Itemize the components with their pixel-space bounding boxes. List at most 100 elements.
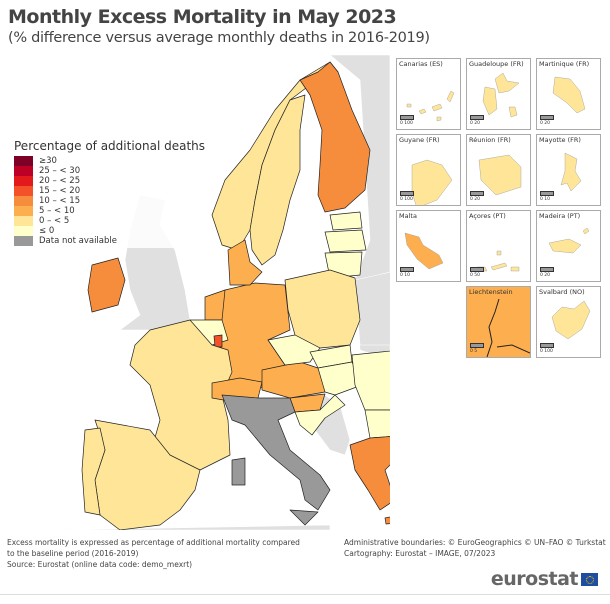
region-se [249, 94, 306, 266]
scale-bar: 0 100 [400, 115, 414, 126]
inset-label: Liechtenstein [469, 288, 513, 296]
inset-shape [552, 76, 586, 114]
scale-bar: 0 20 [470, 191, 484, 202]
inset-shape [478, 154, 522, 196]
legend-title: Percentage of additional deaths [14, 139, 206, 153]
inset-map: Malta 0 10 [396, 210, 461, 282]
scale-label: 0 20 [540, 273, 551, 278]
scale-label: 0 20 [470, 121, 481, 126]
region-ee [329, 211, 363, 231]
scale-bar-graphic [540, 267, 554, 272]
region-bg [364, 409, 390, 439]
scale-bar: 0 100 [540, 343, 554, 354]
scale-label: 0 20 [470, 197, 481, 202]
inset-label: Guyane (FR) [399, 136, 440, 144]
inset-shape [551, 300, 591, 340]
legend-item: ≤ 0 [14, 226, 205, 236]
inset-label: Réunion (FR) [469, 136, 511, 144]
inset-map: Canarias (ES) 0 100 [396, 58, 461, 130]
inset-label: Canarias (ES) [399, 60, 443, 68]
legend-item: Data not available [14, 236, 205, 246]
inset-region [404, 232, 444, 270]
inset-label: Martinique (FR) [539, 60, 590, 68]
inset-shape [482, 72, 520, 118]
legend-swatch [14, 156, 33, 166]
scale-bar-graphic [540, 343, 554, 348]
inset-map: Svalbard (NO) 0 100 [536, 286, 601, 358]
map-title: Monthly Excess Mortality in May 2023 [8, 6, 397, 28]
scale-bar-graphic [470, 115, 484, 120]
scale-bar: 0 20 [470, 115, 484, 126]
legend-swatch [14, 216, 33, 226]
inset-map: Guadeloupe (FR) 0 20 [466, 58, 531, 130]
legend-label: ≤ 0 [39, 226, 55, 236]
legend-swatch [14, 226, 33, 236]
legend-item: 10 – < 15 [14, 196, 205, 206]
region-el [349, 436, 390, 525]
legend-item: ≥30 [14, 156, 205, 166]
scale-bar-graphic [400, 267, 414, 272]
region-hr [294, 394, 346, 436]
legend-label: 20 – < 25 [39, 176, 81, 186]
scale-bar-graphic [470, 343, 484, 348]
legend-label: 10 – < 15 [39, 196, 81, 206]
region-ro [351, 350, 390, 411]
legend-swatch [14, 186, 33, 196]
inset-map: Martinique (FR) 0 20 [536, 58, 601, 130]
legend-item: 5 – < 10 [14, 206, 205, 216]
inset-shape [548, 227, 590, 254]
inset-label: Mayotte (FR) [539, 136, 581, 144]
legend-swatch [14, 206, 33, 216]
legend-swatch [14, 166, 33, 176]
inset-map: Liechtenstein 0 5 [466, 286, 531, 358]
eurostat-logo: eurostat [491, 568, 598, 590]
region-nl [204, 289, 226, 321]
legend-label: 25 – < 30 [39, 166, 81, 176]
inset-label: Malta [399, 212, 417, 220]
inset-map: Réunion (FR) 0 20 [466, 134, 531, 206]
logo-text: eurostat [490, 568, 579, 590]
inset-label: Svalbard (NO) [539, 288, 585, 296]
legend-swatch [14, 196, 33, 206]
scale-bar: 0 20 [540, 267, 554, 278]
region-lu [213, 334, 223, 348]
region-no [211, 61, 339, 251]
scale-label: 0 10 [540, 197, 551, 202]
inset-shape [560, 152, 582, 192]
legend-label: 5 – < 10 [39, 206, 75, 216]
inset-region [482, 72, 520, 118]
inset-map: Guyane (FR) 0 100 [396, 134, 461, 206]
region-dk [227, 239, 263, 286]
scale-bar-graphic [400, 115, 414, 120]
legend-item: 25 – < 30 [14, 166, 205, 176]
region-ie [87, 257, 126, 313]
scale-bar: 0 10 [400, 267, 414, 278]
scale-bar: 0 10 [540, 191, 554, 202]
boundaries-credit: Administrative boundaries: © EuroGeograp… [344, 538, 606, 547]
scale-label: 0 100 [400, 197, 413, 202]
legend-label: ≥30 [39, 156, 57, 166]
inset-shape [404, 232, 444, 270]
scale-bar-graphic [540, 191, 554, 196]
scale-label: 0 10 [400, 273, 411, 278]
north-africa-land [59, 524, 331, 530]
legend-label: 0 – < 5 [39, 216, 70, 226]
scale-bar: 0 20 [540, 115, 554, 126]
divider [0, 594, 610, 595]
region-pt [81, 427, 106, 516]
inset-map: Mayotte (FR) 0 10 [536, 134, 601, 206]
europe-map [59, 54, 390, 530]
eu-flag-icon [581, 572, 598, 586]
legend-item: 15 – < 20 [14, 186, 205, 196]
inset-shape [486, 298, 530, 357]
region-fr [129, 319, 233, 471]
legend-item: 20 – < 25 [14, 176, 205, 186]
scale-bar-graphic [400, 191, 414, 196]
inset-border [486, 298, 530, 357]
scale-label: 0 5 [470, 349, 478, 354]
inset-label: Madeira (PT) [539, 212, 581, 220]
legend: Percentage of additional deaths ≥30 25 – … [10, 137, 210, 248]
scale-label: 0 100 [540, 349, 553, 354]
legend-label: 15 – < 20 [39, 186, 81, 196]
scale-bar: 0 5 [470, 343, 484, 354]
